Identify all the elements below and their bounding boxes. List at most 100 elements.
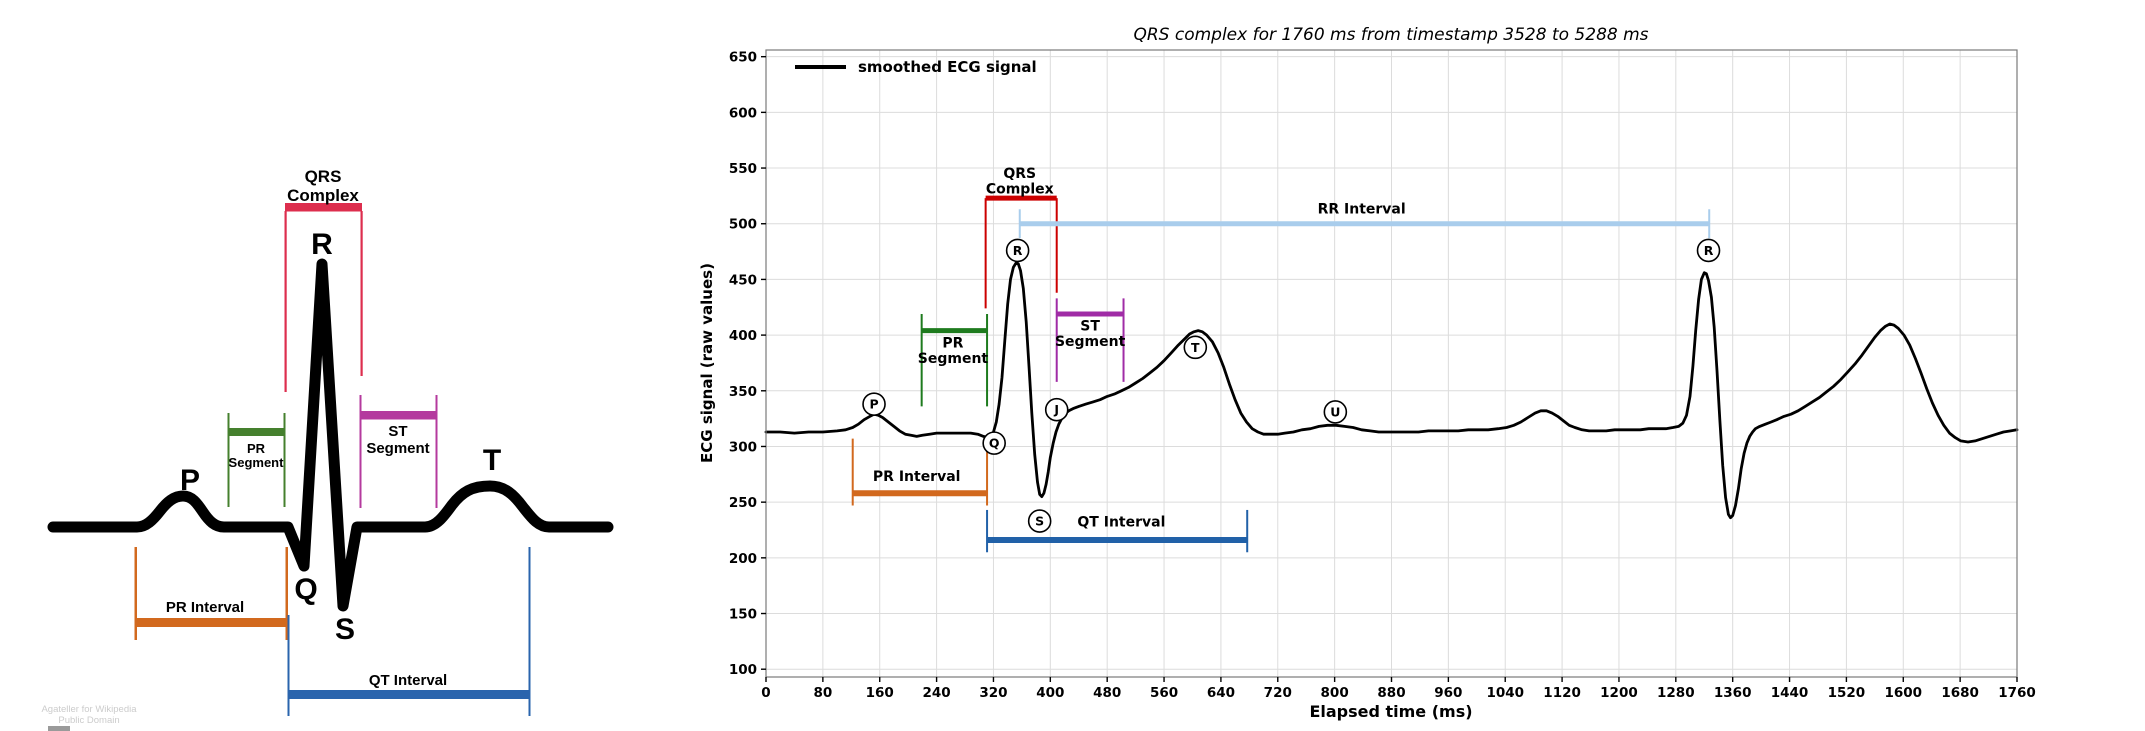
pr-interval-label: PR Interval [873,469,961,485]
marker-u-point: U [1323,400,1348,424]
marker-letter: Q [989,436,1000,451]
schematic-ecg-trace [47,258,614,612]
schematic-st-segment-label-line1: ST [388,423,407,440]
schematic-qrs-label-line1: QRS [305,167,342,186]
watermark-line2: Public Domain [58,715,119,726]
schematic-qrs-bracket-right-tick [360,211,363,376]
y-tick-label: 500 [729,217,757,233]
schematic-qt-interval-right-tick [528,547,531,716]
marker-circle [1696,238,1721,263]
marker-letter: P [869,397,878,412]
schematic-q-wave-label: Q [294,573,317,606]
schematic-pr-interval-bar [135,618,287,627]
chart-legend: smoothed ECG signal [795,58,1037,76]
chart-x-axis-label: Elapsed time (ms) [1309,702,1472,721]
x-tick-label: 1280 [1657,685,1695,701]
x-tick-label: 1120 [1543,685,1581,701]
marker-circle [1183,335,1208,360]
x-tick-label: 1040 [1486,685,1524,701]
y-tick-label: 450 [729,272,757,288]
schematic-pr-segment-label-line2: Segment [229,455,285,470]
marker-letter: S [1035,514,1044,529]
ecg-schematic-diagram: QRS Complex PR Segment ST Segment PR Int… [41,167,614,731]
pr-segment-label: Segment [918,351,989,367]
x-tick-label: 1360 [1714,685,1752,701]
rr-interval-label: RR Interval [1318,202,1406,218]
y-tick-label: 400 [729,328,757,344]
chart-axes: 0 80 160 240 320 400 480 560 640 720 800 880 960 1040… [729,49,2036,701]
schematic-st-segment-label-line2: Segment [366,440,429,457]
schematic-t-wave-label: T [483,444,501,477]
y-tick-label: 650 [729,50,757,66]
marker-circle [1027,509,1052,533]
x-tick-label: 320 [979,685,1007,701]
marker-s-point: S [1027,509,1052,533]
marker-t-point: T [1183,335,1208,360]
marker-circle [982,431,1006,455]
schematic-qt-interval-label: QT Interval [369,672,447,689]
x-tick-label: 560 [1150,685,1178,701]
y-tick-label: 250 [729,495,757,511]
x-tick-label: 640 [1207,685,1235,701]
schematic-st-segment-left-tick [359,395,362,508]
y-tick-label: 300 [729,439,757,455]
schematic-st-segment-right-tick [435,395,438,508]
marker-r-point: R [1005,238,1030,263]
marker-j-point: J [1044,397,1069,422]
legend-label: smoothed ECG signal [858,58,1037,76]
x-tick-label: 80 [813,685,832,701]
marker-circle [1323,400,1348,424]
st-segment-label: Segment [1055,334,1126,350]
chart-y-axis-label: ECG signal (raw values) [698,263,716,463]
marker-r-point: R [1696,238,1721,263]
marker-letter: R [1013,243,1023,258]
x-tick-label: 720 [1264,685,1292,701]
x-tick-label: 1440 [1771,685,1809,701]
x-tick-label: 960 [1434,685,1462,701]
x-tick-label: 1200 [1600,685,1638,701]
x-tick-label: 880 [1377,685,1405,701]
y-tick-label: 550 [729,161,757,177]
marker-q-point: Q [982,431,1006,455]
marker-circle [862,392,886,416]
schematic-pr-interval-right-tick [285,547,288,640]
chart-series [764,261,2019,520]
annotation-rr-interval: RR Interval [1018,202,1711,239]
schematic-r-wave-label: R [311,228,333,261]
schematic-qt-interval-left-tick [287,615,290,716]
y-tick-label: 200 [729,551,757,567]
schematic-pr-segment-label-line1: PR [247,441,266,456]
ecg-signal-line [764,261,2019,520]
annotation-qt-interval: QT Interval [986,509,1249,553]
y-tick-label: 600 [729,105,757,121]
y-tick-label: 150 [729,607,757,623]
schematic-s-wave-label: S [335,613,355,646]
x-tick-label: 0 [761,685,770,701]
schematic-pr-segment-left-tick [227,413,230,507]
x-tick-label: 1520 [1828,685,1866,701]
marker-letter: R [1704,243,1714,258]
marker-letter: U [1330,404,1340,419]
schematic-qt-interval-bar [288,690,530,699]
x-tick-label: 480 [1093,685,1121,701]
qt-interval-label: QT Interval [1077,515,1165,531]
marker-circle [1005,238,1030,263]
st-segment-label: ST [1080,319,1100,335]
marker-circle [1044,397,1069,422]
schematic-pr-segment-right-tick [283,413,286,507]
annotation-pr-interval: PR Interval [851,438,989,506]
watermark-line1: Agateller for Wikipedia [41,704,137,715]
x-tick-label: 400 [1036,685,1064,701]
marker-letter: J [1053,402,1059,417]
x-tick-label: 1600 [1884,685,1922,701]
schematic-st-segment-bar [360,411,437,420]
qrs-complex-label: Complex [986,182,1054,198]
marker-letter: T [1191,340,1200,355]
chart-title: QRS complex for 1760 ms from timestamp 3… [1133,25,1648,45]
